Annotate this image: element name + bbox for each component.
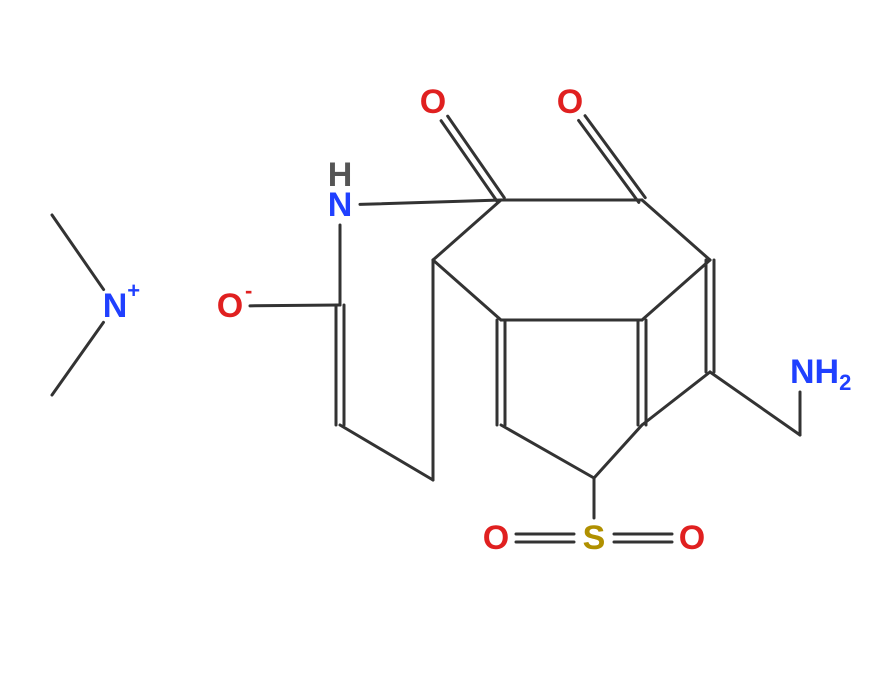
atom-label-S: S — [583, 519, 606, 557]
atom-label-O_bot_left: O — [483, 519, 509, 557]
svg-text:H: H — [328, 156, 353, 194]
svg-text:-: - — [245, 278, 252, 303]
atom-label-nh2: NH2 — [790, 353, 851, 395]
atom-label-O_minus: O — [217, 287, 243, 325]
svg-text:+: + — [127, 278, 140, 303]
atom-label-O_top_right: O — [557, 83, 583, 121]
atom-label-O_top_left: O — [420, 83, 446, 121]
atom-label-O_bot_right: O — [679, 519, 705, 557]
atom-label-N_plus: N — [103, 287, 128, 325]
molecule-diagram: N+O-NHOOOSONH2 — [0, 0, 894, 676]
